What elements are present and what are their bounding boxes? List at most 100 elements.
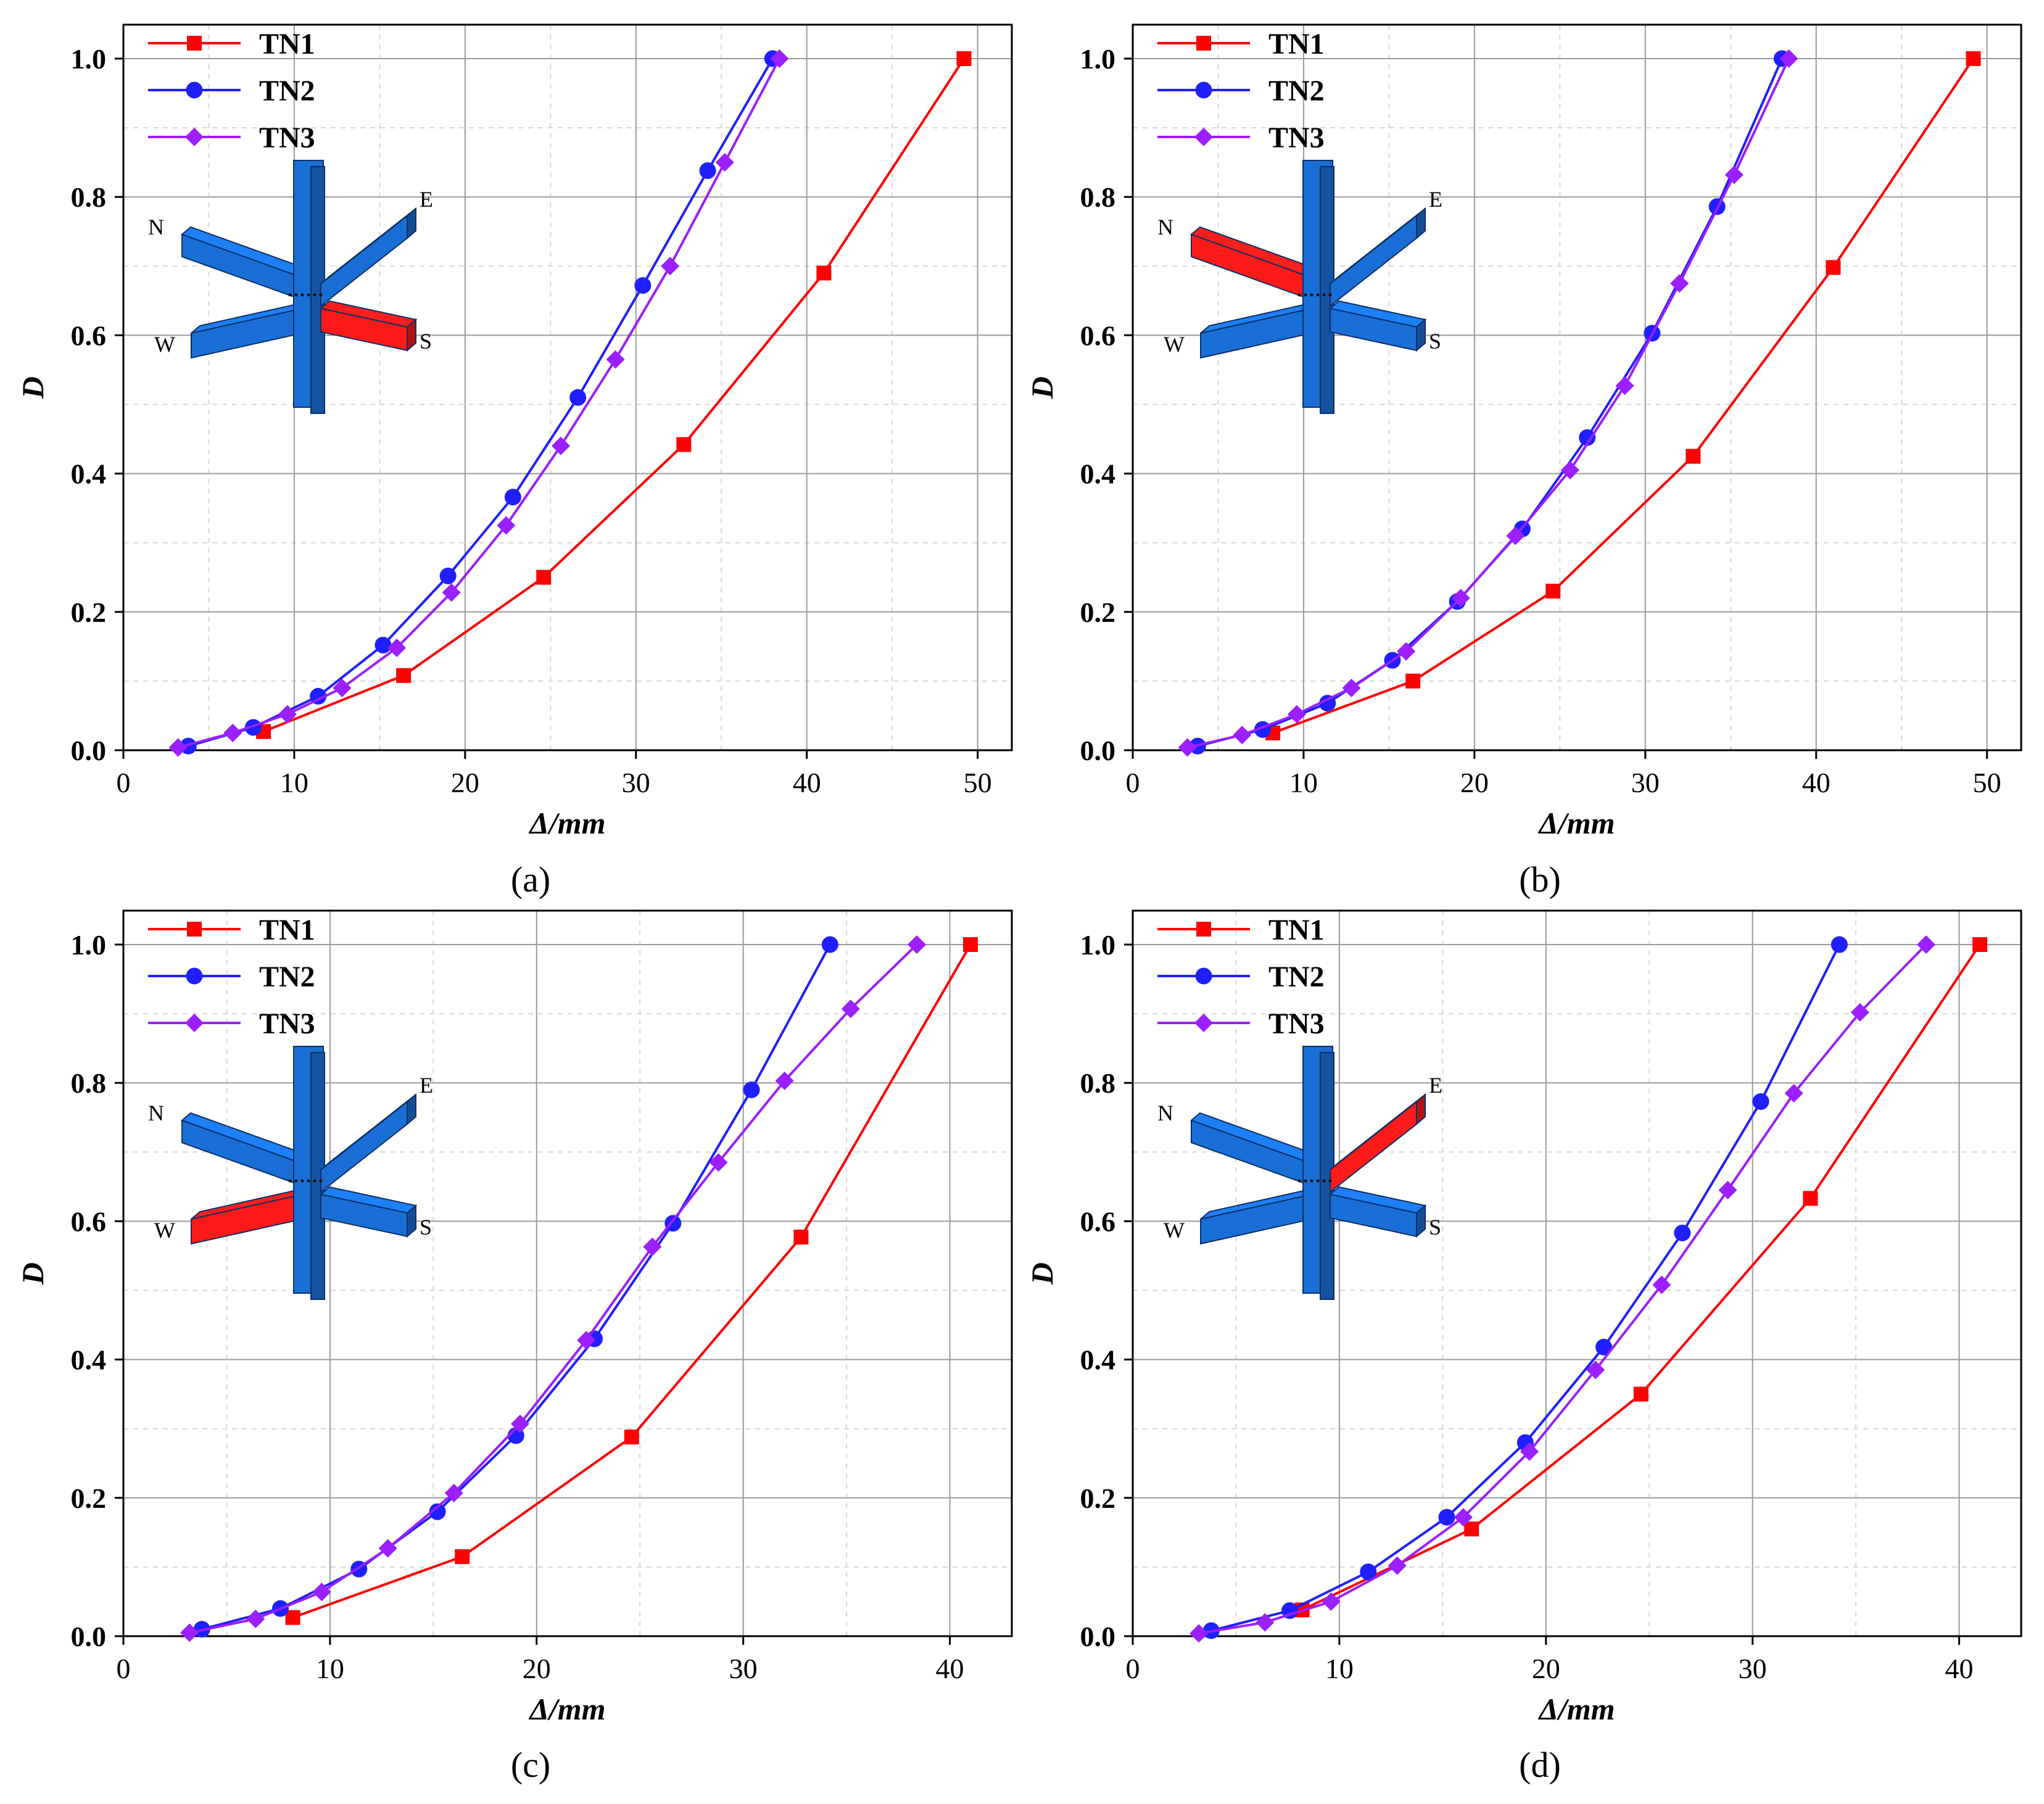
series-line-tn2 bbox=[188, 57, 774, 748]
x-tick-label: 20 bbox=[523, 1653, 551, 1684]
legend-marker-tn2 bbox=[1195, 81, 1212, 99]
x-tick-label: 10 bbox=[316, 1653, 344, 1684]
data-point-tn3 bbox=[841, 999, 860, 1019]
data-point-tn1 bbox=[1686, 449, 1701, 464]
grid bbox=[123, 911, 1012, 1636]
series-tn1 bbox=[1265, 51, 1981, 740]
data-point-tn1 bbox=[624, 1430, 639, 1445]
data-point-tn3 bbox=[497, 516, 516, 535]
legend: TN1 TN2 TN3 bbox=[148, 28, 315, 154]
bolt-dot bbox=[1316, 293, 1320, 297]
legend: TN1 TN2 TN3 bbox=[1157, 28, 1325, 154]
legend-label-tn1: TN1 bbox=[1268, 28, 1325, 60]
direction-label-s: S bbox=[1429, 1215, 1441, 1239]
data-point-tn2 bbox=[439, 568, 457, 585]
x-tick-label: 40 bbox=[1945, 1653, 1974, 1684]
direction-label-w: W bbox=[154, 332, 175, 357]
legend-marker-tn3 bbox=[185, 1014, 204, 1032]
series-tn1 bbox=[1294, 937, 1988, 1618]
data-point-tn3 bbox=[1916, 935, 1935, 954]
data-point-tn1 bbox=[816, 265, 832, 281]
beam-s-end bbox=[407, 1204, 416, 1238]
joint-inset: N E W S bbox=[148, 160, 433, 414]
series-tn3 bbox=[1190, 935, 1935, 1643]
data-point-tn3 bbox=[442, 583, 461, 602]
y-tick-label: 0.0 bbox=[1080, 1621, 1116, 1652]
plot-frame bbox=[122, 909, 1013, 1637]
panel-caption: (d) bbox=[1519, 1745, 1561, 1785]
series-line-tn3 bbox=[1198, 943, 1927, 1635]
data-point-tn3 bbox=[1615, 376, 1634, 395]
legend-marker-tn3 bbox=[185, 128, 204, 146]
y-tick-label: 0.0 bbox=[71, 735, 107, 766]
grid bbox=[123, 25, 1012, 750]
y-tick-label: 1.0 bbox=[71, 43, 107, 75]
data-point-tn2 bbox=[743, 1081, 760, 1098]
x-tick-label: 0 bbox=[1126, 767, 1140, 798]
data-point-tn1 bbox=[956, 51, 972, 66]
direction-label-w: W bbox=[154, 1218, 175, 1243]
data-point-tn3 bbox=[312, 1583, 331, 1602]
y-tick-label: 0.2 bbox=[71, 1483, 107, 1514]
legend-marker-tn1 bbox=[1196, 36, 1211, 51]
data-point-tn3 bbox=[1322, 1592, 1341, 1611]
legend-marker-tn2 bbox=[186, 81, 203, 99]
data-point-tn2 bbox=[1438, 1508, 1455, 1526]
beam-e-web bbox=[1330, 1100, 1417, 1194]
beam-e-end bbox=[407, 207, 416, 240]
y-tick-label: 0.6 bbox=[71, 320, 107, 351]
data-point-tn3 bbox=[907, 935, 926, 954]
legend-label-tn3: TN3 bbox=[259, 122, 315, 154]
data-point-tn3 bbox=[387, 639, 407, 658]
y-tick-label: 0.4 bbox=[1080, 458, 1116, 490]
x-tick-label: 10 bbox=[280, 767, 308, 798]
beam-e-web bbox=[320, 1100, 408, 1194]
series-tn2 bbox=[1189, 50, 1790, 755]
beam-s-end bbox=[1416, 318, 1426, 352]
joint-inset: N E W S bbox=[148, 1046, 433, 1300]
beam-e-web bbox=[1330, 214, 1417, 308]
y-tick-label: 0.2 bbox=[1080, 597, 1116, 628]
x-tick-label: 30 bbox=[1739, 1653, 1767, 1684]
data-point-tn3 bbox=[770, 49, 789, 68]
data-point-tn1 bbox=[963, 937, 979, 952]
data-point-tn1 bbox=[536, 569, 552, 585]
data-point-tn3 bbox=[168, 738, 188, 757]
direction-label-n: N bbox=[148, 215, 164, 239]
bolt-dot bbox=[1310, 293, 1314, 297]
direction-label-s: S bbox=[420, 329, 432, 354]
series-line-tn3 bbox=[189, 943, 918, 1634]
y-axis-label: D bbox=[1025, 376, 1059, 399]
data-point-tn3 bbox=[1454, 1508, 1473, 1527]
plot-frame bbox=[1132, 909, 2022, 1637]
grid bbox=[1133, 25, 2021, 750]
bolt-dot bbox=[294, 293, 298, 297]
x-axis-label: Δ/mm bbox=[1537, 806, 1615, 840]
legend-marker-tn3 bbox=[1194, 128, 1213, 146]
direction-label-s: S bbox=[420, 1215, 432, 1239]
x-tick-label: 0 bbox=[117, 1653, 131, 1684]
series-tn3 bbox=[1178, 49, 1798, 757]
y-tick-label: 1.0 bbox=[71, 929, 107, 961]
bolt-dot bbox=[1297, 1179, 1301, 1183]
data-point-tn3 bbox=[715, 153, 734, 172]
data-point-tn3 bbox=[1397, 642, 1416, 661]
data-point-tn3 bbox=[444, 1483, 463, 1502]
y-axis-label: D bbox=[15, 1262, 50, 1285]
legend-label-tn3: TN3 bbox=[1268, 1008, 1325, 1040]
x-tick-label: 0 bbox=[1126, 1653, 1140, 1684]
data-point-tn3 bbox=[1451, 589, 1470, 608]
x-tick-label: 40 bbox=[793, 767, 821, 798]
x-axis-label: Δ/mm bbox=[528, 806, 605, 840]
joint-inset: N E W S bbox=[1157, 160, 1442, 414]
data-point-tn3 bbox=[1652, 1275, 1671, 1294]
data-point-tn3 bbox=[606, 350, 625, 369]
data-point-tn1 bbox=[676, 437, 692, 452]
legend-label-tn2: TN2 bbox=[259, 75, 315, 107]
plot-frame bbox=[122, 23, 1013, 751]
bolt-dot bbox=[313, 1179, 317, 1183]
y-axis-label: D bbox=[1025, 1262, 1059, 1285]
legend-label-tn1: TN1 bbox=[259, 914, 315, 946]
direction-label-w: W bbox=[1164, 332, 1185, 357]
data-point-tn3 bbox=[278, 705, 297, 724]
